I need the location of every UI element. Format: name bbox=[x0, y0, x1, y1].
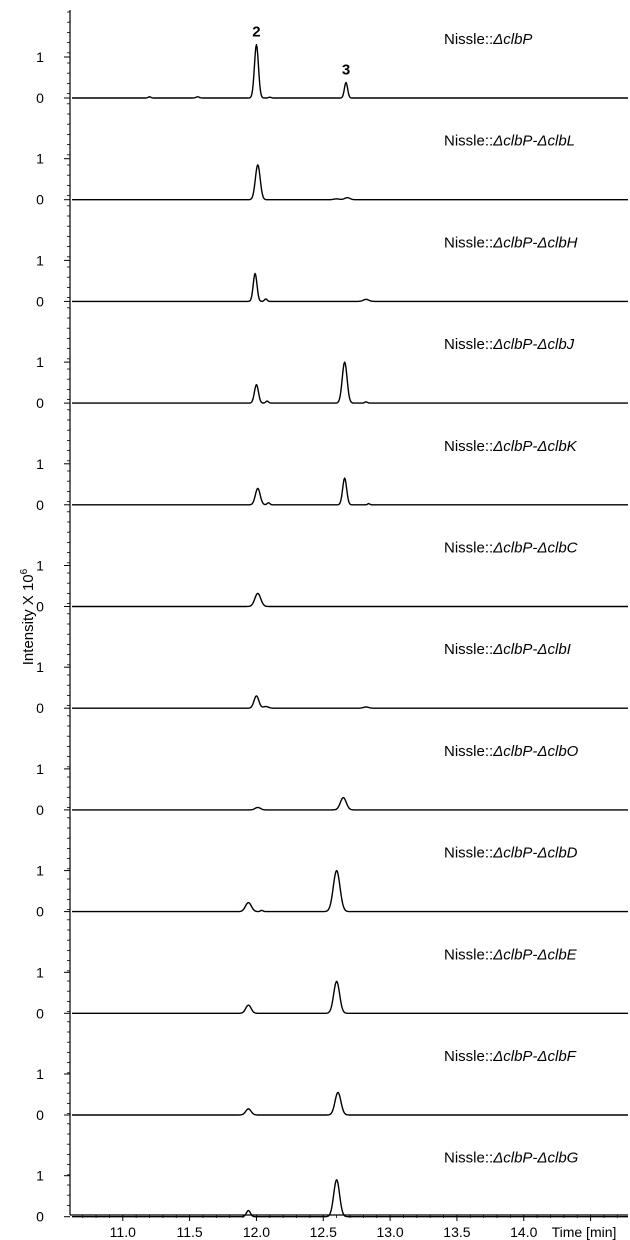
series-label-strain: ΔclbP-ΔclbE bbox=[492, 946, 577, 963]
series-trace bbox=[71, 980, 629, 1014]
series-label: Nissle::ΔclbP-ΔclbI bbox=[444, 641, 571, 658]
y-tick-label: 1 bbox=[36, 354, 44, 370]
y-tick-label: 1 bbox=[36, 49, 44, 65]
y-tick-label: 1 bbox=[36, 151, 44, 167]
series-label-strain: ΔclbP-ΔclbO bbox=[492, 743, 578, 760]
y-tick-label: 1 bbox=[36, 659, 44, 675]
x-tick-label: 13.5 bbox=[443, 1224, 470, 1240]
y-tick-label: 0 bbox=[36, 599, 44, 615]
series-label-strain: ΔclbP-ΔclbI bbox=[492, 641, 571, 658]
series-trace bbox=[71, 695, 629, 709]
series-label-strain: ΔclbP-ΔclbC bbox=[492, 540, 577, 557]
series-label-strain: ΔclbP-ΔclbH bbox=[492, 234, 577, 251]
series-label: Nissle::ΔclbP-ΔclbF bbox=[444, 1048, 577, 1065]
axes-group: 0 1 0 1 0 1 0 1 0 1 0 1 0 1 0 1 0 1 0 1 0 1 0 1 11.0 11.5 12.0 12.5… bbox=[36, 10, 628, 1240]
y-tick-label: 0 bbox=[36, 90, 44, 106]
series-label: Nissle::ΔclbP-ΔclbG bbox=[444, 1150, 579, 1167]
series-label-prefix: Nissle:: bbox=[444, 133, 493, 150]
y-tick-label: 1 bbox=[36, 863, 44, 879]
y-tick-label: 0 bbox=[36, 802, 44, 818]
peak-label: 2 bbox=[252, 24, 260, 41]
y-tick-label: 1 bbox=[36, 1168, 44, 1184]
x-tick-label: 13.0 bbox=[376, 1224, 403, 1240]
series-trace bbox=[71, 1179, 629, 1218]
series-trace bbox=[71, 164, 629, 201]
x-tick-label: 14.0 bbox=[510, 1224, 537, 1240]
x-tick-label: 12.0 bbox=[243, 1224, 270, 1240]
y-tick-label: 1 bbox=[36, 558, 44, 574]
series-trace bbox=[71, 592, 629, 608]
series-label: Nissle::ΔclbP-ΔclbE bbox=[444, 946, 578, 963]
series-label-strain: ΔclbP-ΔclbF bbox=[492, 1048, 576, 1065]
x-axis-unit-label: Time [min] bbox=[552, 1224, 617, 1240]
series-trace bbox=[71, 869, 629, 913]
series-trace bbox=[71, 44, 629, 99]
series-label-strain: ΔclbP-ΔclbJ bbox=[492, 336, 574, 353]
y-tick-label: 0 bbox=[36, 293, 44, 309]
peak-label: 3 bbox=[342, 61, 350, 78]
series-label-prefix: Nissle:: bbox=[444, 540, 493, 557]
series-label-strain: ΔclbP-ΔclbD bbox=[492, 845, 577, 862]
series-label: Nissle::ΔclbP-ΔclbL bbox=[444, 133, 575, 150]
y-tick-label: 1 bbox=[36, 964, 44, 980]
y-tick-label: 1 bbox=[36, 456, 44, 472]
x-tick-label: 12.5 bbox=[310, 1224, 337, 1240]
series-trace bbox=[71, 796, 629, 811]
series-label-prefix: Nissle:: bbox=[444, 1048, 493, 1065]
series-label: Nissle::ΔclbP-ΔclbC bbox=[444, 540, 578, 557]
series-label-prefix: Nissle:: bbox=[444, 641, 493, 658]
series-label-strain: ΔclbP-ΔclbL bbox=[492, 133, 575, 150]
y-tick-label: 0 bbox=[36, 700, 44, 716]
series-label-prefix: Nissle:: bbox=[444, 845, 493, 862]
series-label: Nissle::ΔclbP-ΔclbH bbox=[444, 234, 578, 251]
series-label: Nissle::ΔclbP bbox=[444, 31, 532, 48]
series-label: Nissle::ΔclbP-ΔclbK bbox=[444, 438, 578, 455]
y-tick-label: 1 bbox=[36, 761, 44, 777]
series-trace bbox=[71, 477, 629, 506]
y-tick-label: 0 bbox=[36, 1107, 44, 1123]
y-tick-label: 0 bbox=[36, 1209, 44, 1225]
series-label-prefix: Nissle:: bbox=[444, 946, 493, 963]
series-label-strain: ΔclbP bbox=[492, 31, 532, 48]
y-tick-label: 0 bbox=[36, 192, 44, 208]
x-tick-label: 11.0 bbox=[110, 1224, 136, 1240]
y-tick-label: 1 bbox=[36, 252, 44, 268]
series-trace bbox=[71, 361, 629, 404]
series-trace bbox=[71, 272, 629, 303]
series-label: Nissle::ΔclbP-ΔclbD bbox=[444, 845, 578, 862]
y-tick-label: 1 bbox=[36, 1066, 44, 1082]
series-label-prefix: Nissle:: bbox=[444, 31, 493, 48]
series-label-prefix: Nissle:: bbox=[444, 438, 493, 455]
series-label-prefix: Nissle:: bbox=[444, 336, 493, 353]
traces-group bbox=[71, 44, 629, 1218]
x-tick-label: 11.5 bbox=[177, 1224, 203, 1240]
y-tick-label: 0 bbox=[36, 904, 44, 920]
series-label: Nissle::ΔclbP-ΔclbJ bbox=[444, 336, 575, 353]
y-tick-label: 0 bbox=[36, 395, 44, 411]
series-trace bbox=[71, 1091, 629, 1116]
series-label: Nissle::ΔclbP-ΔclbO bbox=[444, 743, 579, 760]
series-label-prefix: Nissle:: bbox=[444, 1150, 493, 1167]
series-label-strain: ΔclbP-ΔclbK bbox=[492, 438, 577, 455]
series-label-prefix: Nissle:: bbox=[444, 743, 493, 760]
y-tick-label: 0 bbox=[36, 1005, 44, 1021]
series-label-strain: ΔclbP-ΔclbG bbox=[492, 1150, 578, 1167]
labels-group: Nissle::ΔclbPNissle::ΔclbP-ΔclbLNissle::… bbox=[252, 24, 578, 1167]
y-tick-label: 0 bbox=[36, 497, 44, 513]
series-label-prefix: Nissle:: bbox=[444, 234, 493, 251]
